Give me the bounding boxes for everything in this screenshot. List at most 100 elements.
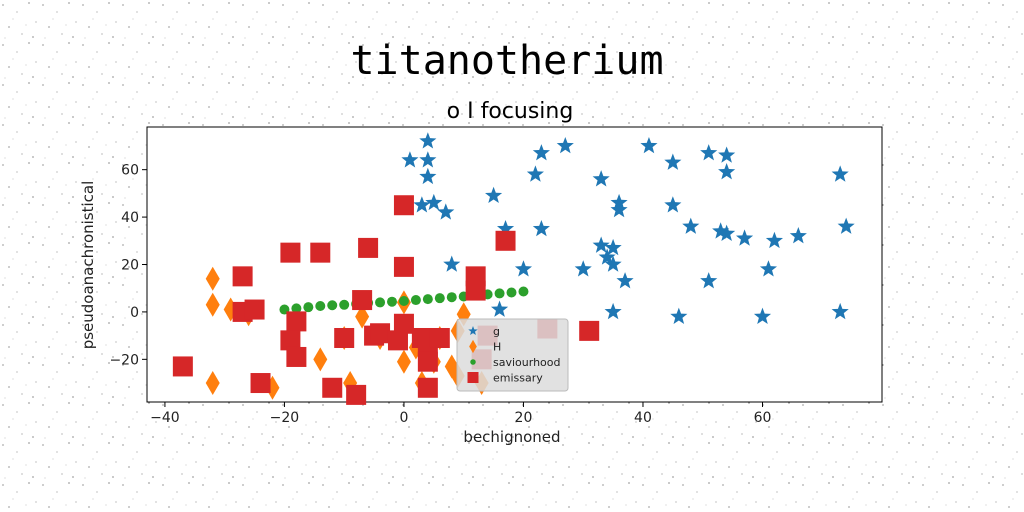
data-point-star: [526, 165, 544, 182]
data-point-circle: [506, 287, 517, 298]
data-point-star: [604, 238, 622, 256]
data-point-star: [765, 231, 783, 249]
data-point-square: [417, 377, 438, 398]
data-point-square: [495, 230, 516, 251]
legend-item: H: [469, 339, 501, 354]
data-point-star: [592, 170, 610, 187]
data-point-star: [604, 255, 622, 272]
data-point-square: [393, 256, 414, 277]
data-point-circle: [375, 297, 386, 308]
legend-marker: [468, 326, 478, 335]
data-point-star: [753, 307, 772, 324]
x-tick-label: 40: [634, 410, 652, 426]
legend-item: saviourhood: [470, 356, 560, 369]
data-point-square: [393, 195, 414, 216]
data-point-circle: [398, 296, 409, 307]
x-tick-label: −20: [270, 410, 300, 426]
data-point-star: [682, 217, 700, 234]
data-point-diamond: [313, 347, 328, 372]
data-point-star: [496, 219, 515, 237]
data-point-star: [712, 222, 730, 239]
data-point-star: [413, 196, 431, 213]
data-point-square: [334, 327, 355, 348]
data-point-diamond: [205, 371, 220, 396]
data-point-circle: [291, 303, 302, 314]
data-point-star: [670, 307, 688, 324]
data-point-square: [286, 311, 307, 332]
data-point-circle: [434, 293, 445, 304]
legend-marker: [467, 372, 479, 383]
legend-item: g: [468, 325, 500, 338]
data-point-square: [393, 313, 414, 334]
legend-label: saviourhood: [493, 356, 560, 369]
data-point-square: [465, 280, 486, 301]
axis-ticks: −40 −20 0 20 40 60 −20 0 20 40 60: [109, 163, 771, 426]
legend-box: [456, 318, 569, 392]
legend-label: H: [493, 341, 501, 354]
data-point-square: [280, 330, 301, 351]
x-tick-label: 20: [515, 410, 533, 426]
legend-item: emissary: [467, 372, 543, 385]
data-point-star: [831, 302, 849, 320]
x-tick-label: −40: [150, 410, 180, 426]
data-point-star: [837, 217, 855, 234]
data-point-diamond: [355, 304, 370, 329]
legend-marker: [469, 339, 477, 354]
data-point-star: [532, 219, 550, 237]
y-axis-label: pseudoanachronistical: [79, 181, 97, 350]
data-point-square: [286, 346, 307, 367]
data-point-square: [232, 266, 253, 287]
data-point-circle: [446, 292, 457, 303]
chart-title: titanotherium: [350, 38, 663, 84]
data-point-star: [718, 224, 736, 241]
data-point-star: [664, 196, 682, 213]
data-point-star: [759, 260, 778, 277]
data-point-circle: [327, 300, 338, 311]
data-point-star: [789, 227, 807, 244]
data-point-square: [387, 330, 408, 351]
x-axis-label: bechignoned: [463, 428, 560, 446]
data-point-square: [250, 373, 271, 394]
data-point-star: [556, 136, 574, 154]
data-point-star: [604, 302, 622, 320]
data-point-star: [485, 186, 503, 204]
y-tick-label: 0: [130, 305, 139, 321]
data-point-star: [664, 153, 682, 170]
data-point-square: [417, 351, 438, 372]
legend-label: emissary: [493, 372, 543, 385]
chart-subtitle: o I focusing: [447, 99, 574, 124]
data-point-star: [437, 203, 455, 220]
data-point-circle: [339, 299, 350, 310]
x-tick-label: 60: [754, 410, 772, 426]
data-point-circle: [422, 294, 433, 305]
x-tick-label: 0: [399, 410, 408, 426]
data-point-star: [736, 229, 754, 246]
data-point-circle: [303, 302, 314, 313]
data-point-star: [592, 236, 610, 253]
data-point-star: [532, 144, 550, 161]
data-point-star: [514, 260, 533, 277]
data-point-circle: [494, 288, 505, 299]
data-point-square: [358, 237, 379, 258]
data-point-star: [419, 151, 437, 168]
data-point-circle: [518, 286, 529, 297]
data-point-square: [310, 242, 331, 263]
data-point-star: [700, 144, 718, 161]
data-point-star: [419, 132, 437, 149]
data-point-square: [346, 384, 367, 405]
data-point-circle: [387, 296, 397, 307]
data-point-star: [491, 300, 509, 317]
data-point-square: [322, 377, 343, 398]
data-point-star: [425, 193, 443, 211]
data-point-square: [280, 242, 301, 263]
data-point-circle: [315, 300, 326, 311]
data-point-circle: [410, 295, 421, 306]
series-saviourhood: [279, 286, 529, 315]
data-point-diamond: [396, 349, 411, 374]
data-point-star: [700, 272, 718, 289]
data-point-star: [718, 163, 736, 180]
data-point-diamond: [205, 292, 220, 317]
data-point-square: [172, 356, 193, 377]
